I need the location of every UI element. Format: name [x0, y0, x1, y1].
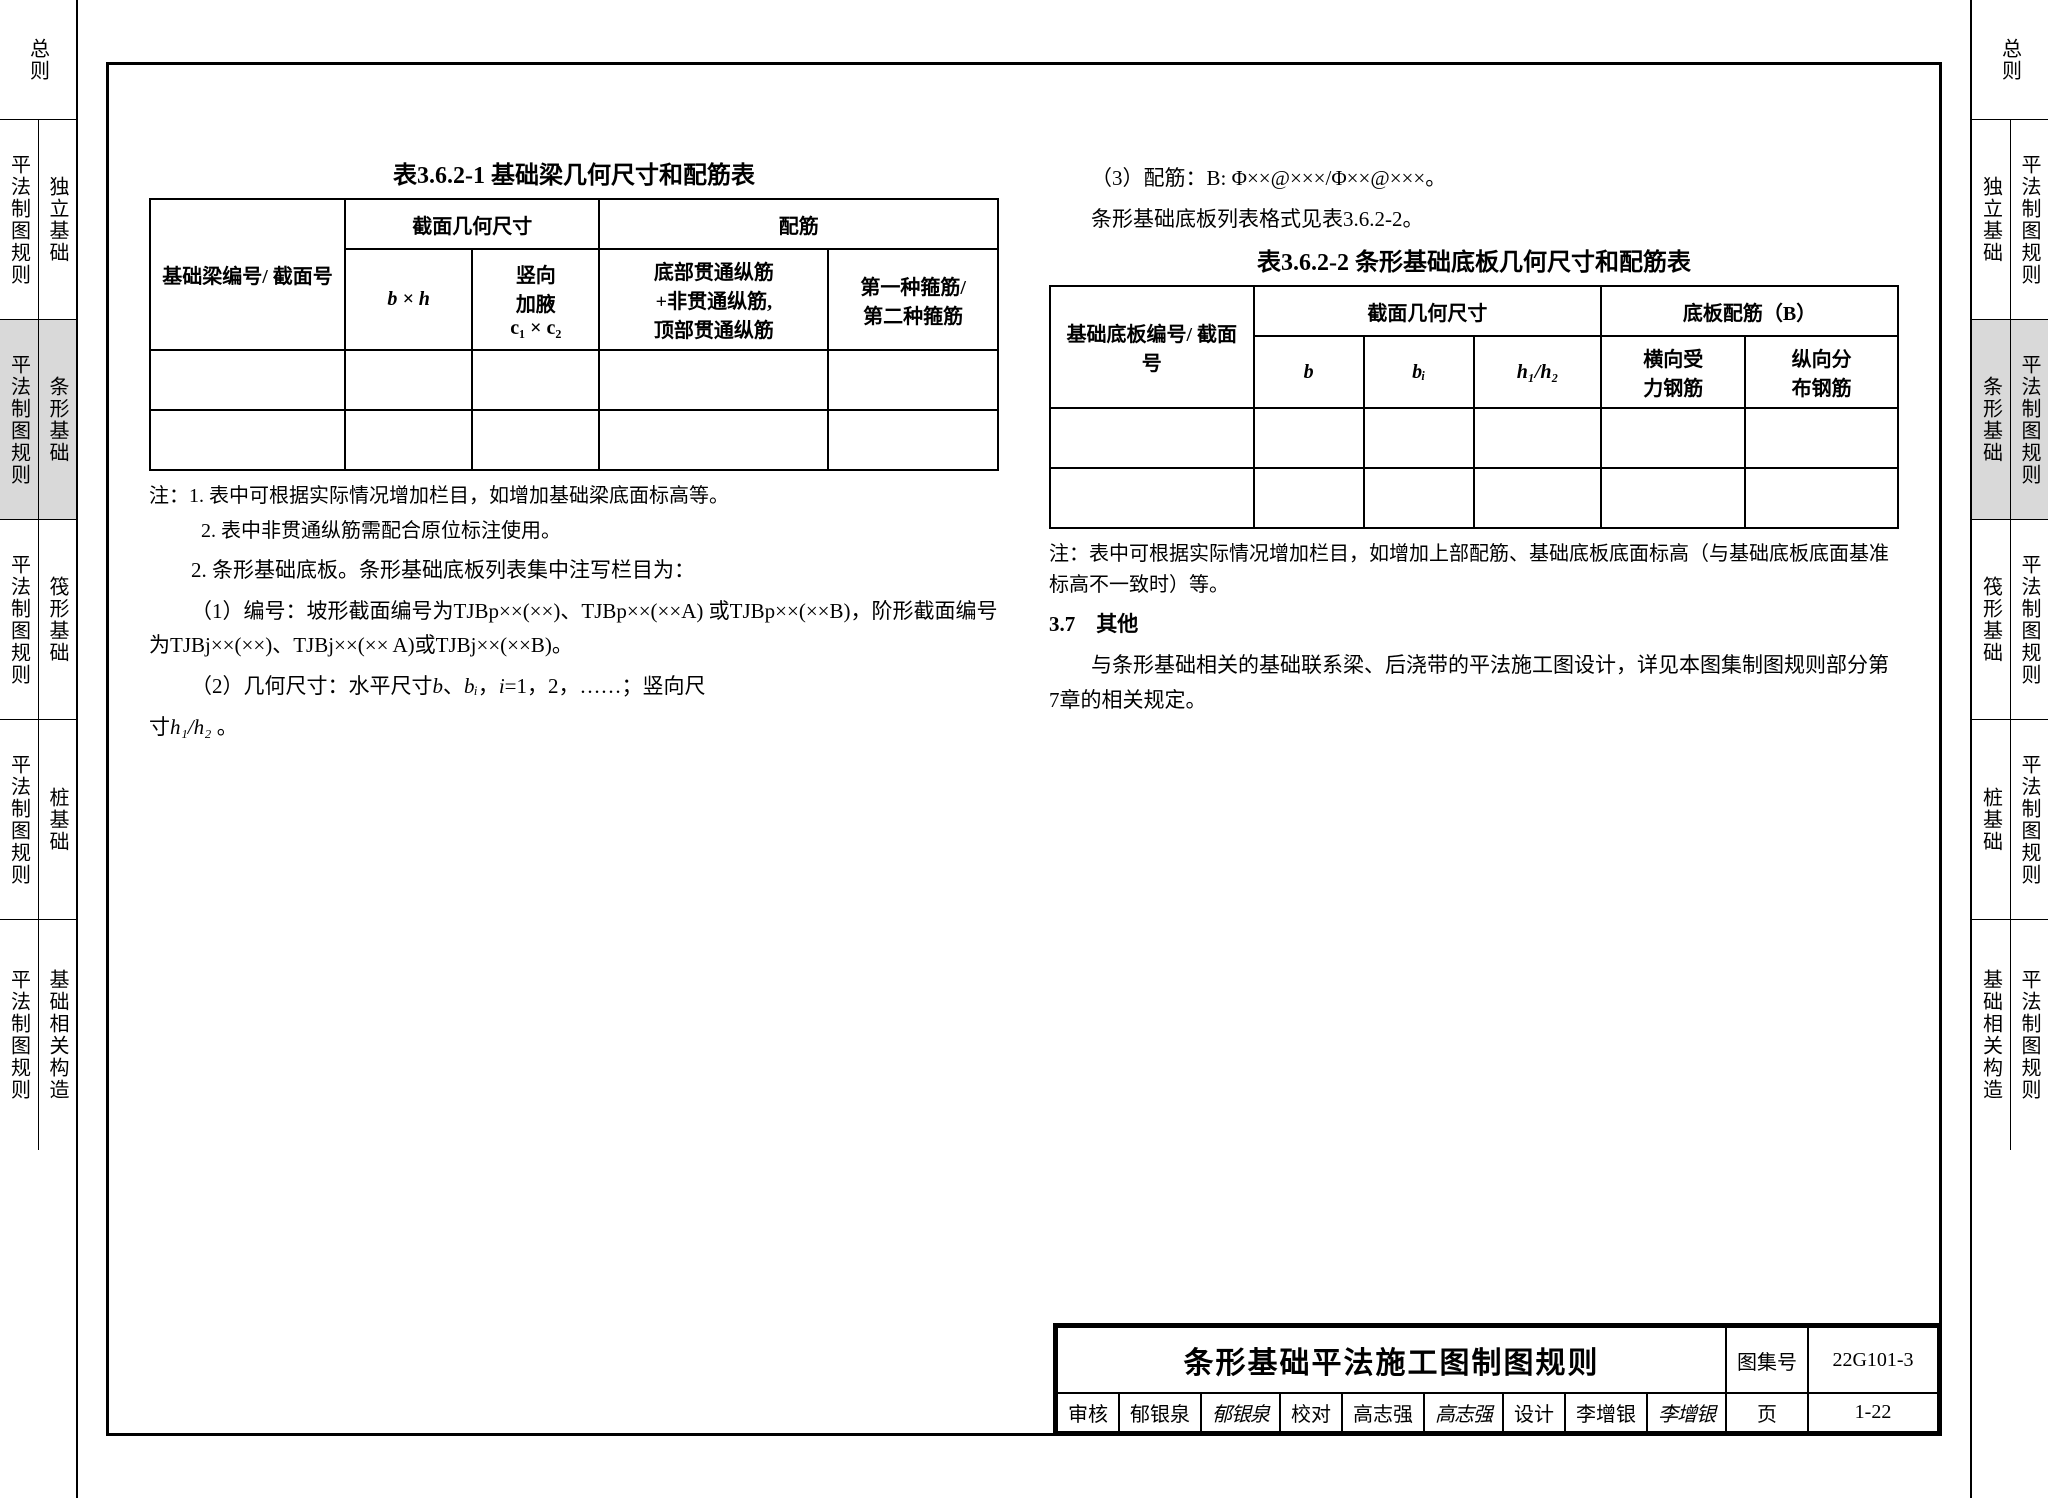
nav-tab-label: 基础相关构造 [38, 920, 76, 1150]
nav-tab-label: 条形基础 [1972, 320, 2010, 519]
nav-tab-label: 筏形基础 [38, 520, 76, 719]
para-other: 与条形基础相关的基础联系梁、后浇带的平法施工图设计，详见本图集制图规则部分第7章… [1049, 648, 1899, 717]
nav-tab-0[interactable]: 总则 [1972, 0, 2048, 120]
label-set-no: 图集号 [1726, 1327, 1808, 1393]
left-tab-column: 总则平法制图规则独立基础平法制图规则条形基础平法制图规则筏形基础平法制图规则桩基… [0, 0, 78, 1498]
t2-h-h: h₁/h₂ [1474, 336, 1601, 408]
para-reinf: （3）配筋：B: Φ××@×××/Φ××@×××。 [1049, 161, 1899, 196]
note-label-2: 注： [1049, 543, 1089, 565]
sign-check: 高志强 [1424, 1393, 1503, 1432]
t2-h-id: 基础底板编号/ 截面号 [1050, 286, 1254, 408]
value-page: 1-22 [1808, 1393, 1938, 1432]
value-design: 李增银 [1565, 1393, 1647, 1432]
para-numbering: （1）编号：坡形截面编号为TJBp××(××)、TJBp××(××A) 或TJB… [149, 594, 999, 663]
nav-tab-0[interactable]: 总则 [0, 0, 76, 120]
table1-title: 表3.6.2-1 基础梁几何尺寸和配筋表 [149, 155, 999, 190]
right-column: （3）配筋：B: Φ××@×××/Φ××@×××。 条形基础底板列表格式见表3.… [1049, 155, 1899, 750]
sheet-frame: 表3.6.2-1 基础梁几何尺寸和配筋表 基础梁编号/ 截面号 截面几何尺寸 配… [106, 62, 1942, 1436]
t1-h-reinf: 配筋 [599, 199, 998, 249]
label-design: 设计 [1503, 1393, 1565, 1432]
nav-tab-2[interactable]: 条形基础平法制图规则 [1972, 320, 2048, 520]
t1-note2: 2. 表中非贯通纵筋需配合原位标注使用。 [149, 516, 999, 547]
value-check: 高志强 [1342, 1393, 1424, 1432]
t1-h-bh: b × h [345, 249, 472, 350]
nav-tab-label: 总则 [1972, 0, 2048, 119]
t2-note1: 表中可根据实际情况增加栏目，如增加上部配筋、基础底板底面标高（与基础底板底面基准… [1049, 543, 1889, 596]
nav-tab-label: 桩基础 [38, 720, 76, 919]
t2-row-empty-2 [1050, 468, 1898, 528]
t1-note1: 1. 表中可根据实际情况增加栏目，如增加基础梁底面标高等。 [189, 485, 729, 507]
nav-tab-label: 条形基础 [38, 320, 76, 519]
table1-notes: 注：1. 表中可根据实际情况增加栏目，如增加基础梁底面标高等。 2. 表中非贯通… [149, 481, 999, 547]
nav-tab-label: 平法制图规则 [2010, 520, 2048, 719]
para-ref: 条形基础底板列表格式见表3.6.2-2。 [1049, 202, 1899, 237]
t1-h-geom: 截面几何尺寸 [345, 199, 599, 249]
nav-tab-label: 独立基础 [1972, 120, 2010, 319]
table2-notes: 注：表中可根据实际情况增加栏目，如增加上部配筋、基础底板底面标高（与基础底板底面… [1049, 539, 1899, 601]
label-page: 页 [1726, 1393, 1808, 1432]
t2-h-bi: bᵢ [1364, 336, 1474, 408]
content-columns: 表3.6.2-1 基础梁几何尺寸和配筋表 基础梁编号/ 截面号 截面几何尺寸 配… [149, 155, 1899, 750]
label-check: 校对 [1280, 1393, 1342, 1432]
para-geom-b: 寸h₁/h₂ 。 [149, 710, 999, 745]
title-block: 条形基础平法施工图制图规则 图集号 22G101-3 审核 郁银泉 郁银泉 校对… [1053, 1323, 1942, 1436]
nav-tab-label: 平法制图规则 [0, 120, 38, 319]
nav-tab-label: 平法制图规则 [2010, 920, 2048, 1150]
t1-h-bot: 底部贯通纵筋 +非贯通纵筋, 顶部贯通纵筋 [599, 249, 828, 350]
nav-tab-label: 平法制图规则 [0, 720, 38, 919]
para-geom-a: （2）几何尺寸：水平尺寸b、bᵢ，i=1，2，……；竖向尺 [149, 669, 999, 704]
note-label: 注： [149, 485, 189, 507]
drawing-title: 条形基础平法施工图制图规则 [1057, 1327, 1726, 1393]
nav-tab-3[interactable]: 筏形基础平法制图规则 [1972, 520, 2048, 720]
nav-tab-label: 基础相关构造 [1972, 920, 2010, 1150]
t1-row-empty-2 [150, 410, 998, 470]
value-set-no: 22G101-3 [1808, 1327, 1938, 1393]
nav-tab-label: 平法制图规则 [2010, 120, 2048, 319]
heading-3-7: 3.7 其他 [1049, 607, 1899, 642]
nav-tab-5[interactable]: 平法制图规则基础相关构造 [0, 920, 76, 1150]
nav-tab-2[interactable]: 平法制图规则条形基础 [0, 320, 76, 520]
nav-tab-label: 平法制图规则 [0, 920, 38, 1150]
nav-tab-label: 平法制图规则 [2010, 320, 2048, 519]
label-review: 审核 [1057, 1393, 1119, 1432]
nav-tab-label: 总则 [0, 0, 76, 119]
t2-h-trans: 横向受 力钢筋 [1601, 336, 1745, 408]
left-body-text: 2. 条形基础底板。条形基础底板列表集中注写栏目为： （1）编号：坡形截面编号为… [149, 553, 999, 744]
nav-tab-label: 平法制图规则 [0, 520, 38, 719]
t1-h-vert: 竖向 加腋 c₁ × c₂ [472, 249, 599, 350]
t2-row-empty-1 [1050, 408, 1898, 468]
t2-h-reinf: 底板配筋（B） [1601, 286, 1898, 336]
nav-tab-1[interactable]: 独立基础平法制图规则 [1972, 120, 2048, 320]
nav-tab-4[interactable]: 桩基础平法制图规则 [1972, 720, 2048, 920]
nav-tab-3[interactable]: 平法制图规则筏形基础 [0, 520, 76, 720]
t1-row-empty-1 [150, 350, 998, 410]
table-3-6-2-2: 基础底板编号/ 截面号 截面几何尺寸 底板配筋（B） b bᵢ h₁/h₂ 横向… [1049, 285, 1899, 529]
nav-tab-label: 独立基础 [38, 120, 76, 319]
t2-h-geom: 截面几何尺寸 [1254, 286, 1602, 336]
sign-design: 李增银 [1647, 1393, 1726, 1432]
page-root: 总则平法制图规则独立基础平法制图规则条形基础平法制图规则筏形基础平法制图规则桩基… [0, 0, 2048, 1498]
sign-review: 郁银泉 [1201, 1393, 1280, 1432]
value-review: 郁银泉 [1119, 1393, 1201, 1432]
t1-h-id: 基础梁编号/ 截面号 [150, 199, 345, 350]
left-column: 表3.6.2-1 基础梁几何尺寸和配筋表 基础梁编号/ 截面号 截面几何尺寸 配… [149, 155, 999, 750]
nav-tab-1[interactable]: 平法制图规则独立基础 [0, 120, 76, 320]
nav-tab-label: 桩基础 [1972, 720, 2010, 919]
table2-title: 表3.6.2-2 条形基础底板几何尺寸和配筋表 [1049, 242, 1899, 277]
para-intro: 2. 条形基础底板。条形基础底板列表集中注写栏目为： [149, 553, 999, 588]
section-3-7: 3.7 其他 与条形基础相关的基础联系梁、后浇带的平法施工图设计，详见本图集制图… [1049, 607, 1899, 717]
nav-tab-label: 筏形基础 [1972, 520, 2010, 719]
nav-tab-4[interactable]: 平法制图规则桩基础 [0, 720, 76, 920]
table-3-6-2-1: 基础梁编号/ 截面号 截面几何尺寸 配筋 b × h 竖向 加腋 c₁ × c₂… [149, 198, 999, 471]
nav-tab-5[interactable]: 基础相关构造平法制图规则 [1972, 920, 2048, 1150]
nav-tab-label: 平法制图规则 [0, 320, 38, 519]
right-tab-column: 总则独立基础平法制图规则条形基础平法制图规则筏形基础平法制图规则桩基础平法制图规… [1970, 0, 2048, 1498]
t2-h-b: b [1254, 336, 1364, 408]
nav-tab-label: 平法制图规则 [2010, 720, 2048, 919]
t2-h-long: 纵向分 布钢筋 [1745, 336, 1898, 408]
right-intro: （3）配筋：B: Φ××@×××/Φ××@×××。 条形基础底板列表格式见表3.… [1049, 161, 1899, 236]
t1-h-stir: 第一种箍筋/ 第二种箍筋 [828, 249, 998, 350]
